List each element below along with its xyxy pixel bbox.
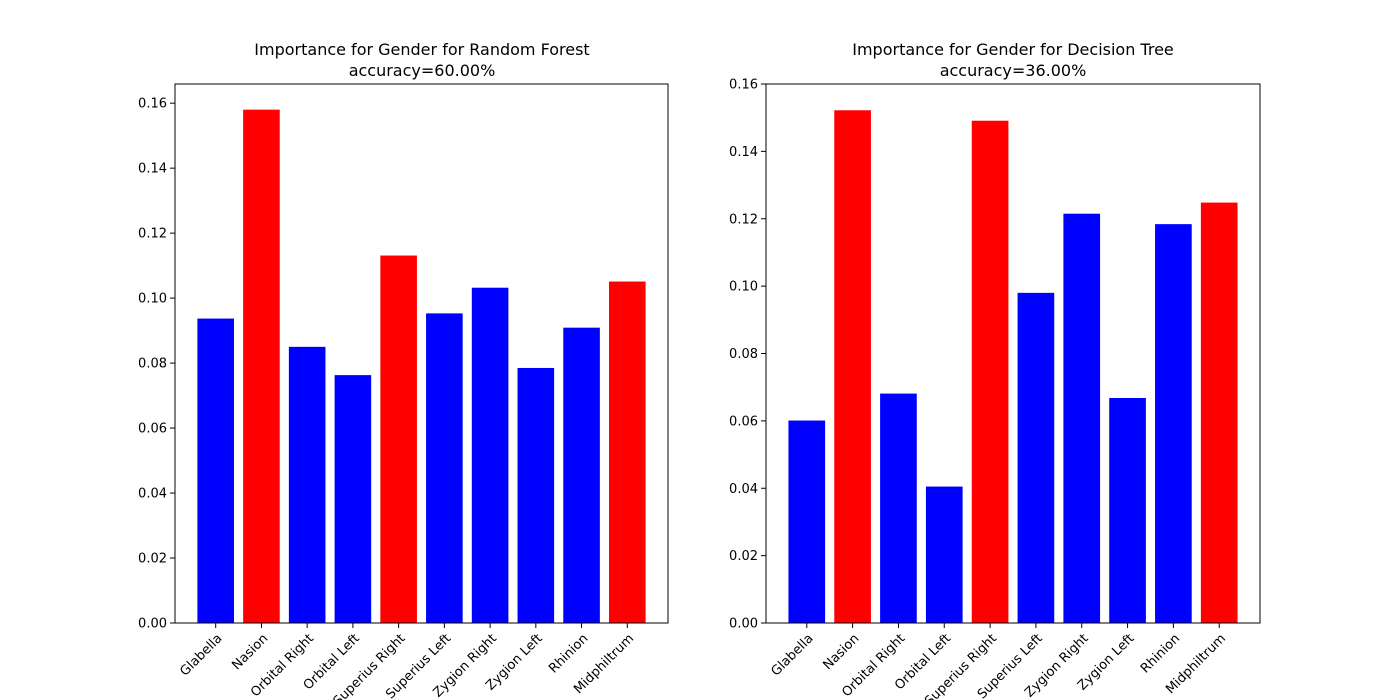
plot-frame: [174, 83, 669, 624]
y-tick-label: 0.00: [729, 617, 758, 632]
chart-subtitle: accuracy=36.00%: [940, 61, 1087, 80]
y-tick-label: 0.16: [729, 78, 758, 93]
chart-subtitle: accuracy=60.00%: [349, 61, 496, 80]
y-axis-ticks: 0.00 0.02 0.04 0.06 0.08 0.10 0.12 0.14 0.16: [138, 97, 175, 632]
y-tick-label: 0.14: [729, 145, 758, 160]
y-axis-ticks: 0.00 0.02 0.04 0.06 0.08 0.10 0.12 0.14 0.16: [729, 78, 766, 632]
bar-zygion-left: [1109, 397, 1146, 623]
bar-superius-right: [380, 255, 417, 624]
y-tick-label: 0.00: [138, 617, 167, 632]
y-tick-label: 0.12: [138, 227, 167, 242]
bar-rhinion: [1155, 224, 1192, 623]
y-tick-label: 0.06: [138, 422, 167, 437]
bar-midphiltrum: [1200, 202, 1238, 623]
bar-superius-right: [971, 120, 1009, 623]
y-tick-label: 0.12: [729, 212, 758, 227]
y-tick-label: 0.02: [138, 552, 167, 567]
bar-nasion: [243, 109, 280, 624]
y-tick-label: 0.10: [729, 280, 758, 295]
bar-orbital-left: [334, 375, 372, 623]
bar-orbital-right: [880, 393, 917, 623]
bar-orbital-right: [288, 346, 326, 623]
plot-frame: [765, 83, 1261, 624]
bar-glabella: [197, 318, 234, 623]
y-tick-label: 0.04: [729, 482, 758, 497]
y-tick-label: 0.10: [138, 292, 167, 307]
y-tick-label: 0.08: [729, 347, 758, 362]
bar-midphiltrum: [609, 281, 646, 623]
bar-superius-left: [1017, 292, 1055, 623]
bar-glabella: [788, 420, 826, 623]
bar-nasion: [834, 110, 871, 623]
bars-group: [788, 110, 1238, 623]
y-tick-label: 0.04: [138, 487, 167, 502]
y-tick-label: 0.06: [729, 414, 758, 429]
y-tick-label: 0.16: [138, 97, 167, 112]
bar-zygion-right: [471, 287, 509, 623]
chart-title: Importance for Gender for Random Forest: [254, 40, 589, 59]
bars-group: [197, 109, 646, 624]
y-tick-label: 0.02: [729, 549, 758, 564]
chart-title: Importance for Gender for Decision Tree: [852, 40, 1174, 59]
y-tick-label: 0.14: [138, 162, 167, 177]
bar-superius-left: [426, 313, 463, 623]
y-tick-label: 0.08: [138, 357, 167, 372]
bar-orbital-left: [925, 486, 963, 623]
bar-zygion-left: [517, 367, 555, 623]
bar-rhinion: [563, 327, 600, 623]
bar-zygion-right: [1063, 213, 1101, 623]
